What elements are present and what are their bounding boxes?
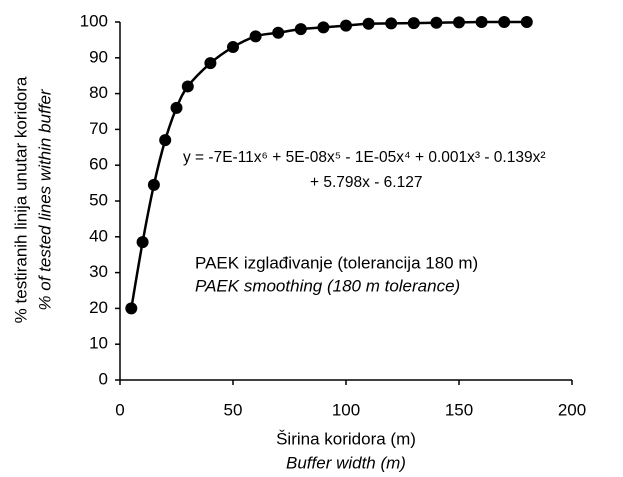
point	[385, 17, 398, 30]
point	[227, 41, 239, 54]
point	[407, 17, 420, 30]
y-axis-label: % of tested lines within buffer	[35, 88, 54, 310]
point	[362, 17, 375, 30]
point	[136, 236, 149, 249]
y-tick-label: 50	[89, 190, 108, 209]
point	[159, 134, 172, 147]
point	[498, 16, 511, 28]
x-tick-label: 200	[558, 400, 586, 419]
point	[475, 16, 488, 28]
point	[453, 16, 465, 29]
point	[272, 26, 285, 39]
y-tick-label: 0	[99, 369, 108, 388]
x-tick-label: 100	[332, 400, 360, 419]
y-tick-label: 100	[80, 11, 108, 30]
annotation: PAEK smoothing (180 m tolerance)	[195, 276, 460, 295]
y-tick-label: 40	[89, 226, 108, 245]
point	[125, 302, 138, 315]
point	[249, 30, 262, 43]
y-tick-label: 70	[89, 119, 108, 138]
point	[340, 19, 352, 32]
point	[520, 16, 533, 28]
y-axis-label: % testiranih linija unutar koridora	[11, 76, 30, 323]
y-tick-label: 80	[89, 83, 108, 102]
y-tick-label: 90	[89, 47, 108, 66]
point	[294, 23, 307, 36]
point	[430, 16, 443, 29]
y-tick-label: 20	[89, 298, 108, 317]
point	[181, 80, 194, 93]
x-axis-label: Buffer width (m)	[286, 453, 406, 472]
point	[317, 21, 330, 34]
point	[204, 57, 217, 70]
equation: + 5.798x - 6.127	[310, 174, 422, 191]
equation: y = -7E-11x⁶ + 5E-08x⁵ - 1E-05x⁴ + 0.001…	[183, 149, 546, 166]
x-axis-label: Širina koridora (m)	[276, 429, 416, 448]
x-tick-label: 0	[115, 400, 124, 419]
point	[147, 178, 160, 191]
y-tick-label: 60	[89, 155, 108, 174]
point	[170, 101, 183, 114]
x-tick-label: 150	[445, 400, 473, 419]
y-tick-label: 30	[89, 262, 108, 281]
y-tick-label: 10	[89, 334, 108, 353]
x-tick-label: 50	[224, 400, 243, 419]
annotation: PAEK izglađivanje (tolerancija 180 m)	[195, 253, 478, 272]
